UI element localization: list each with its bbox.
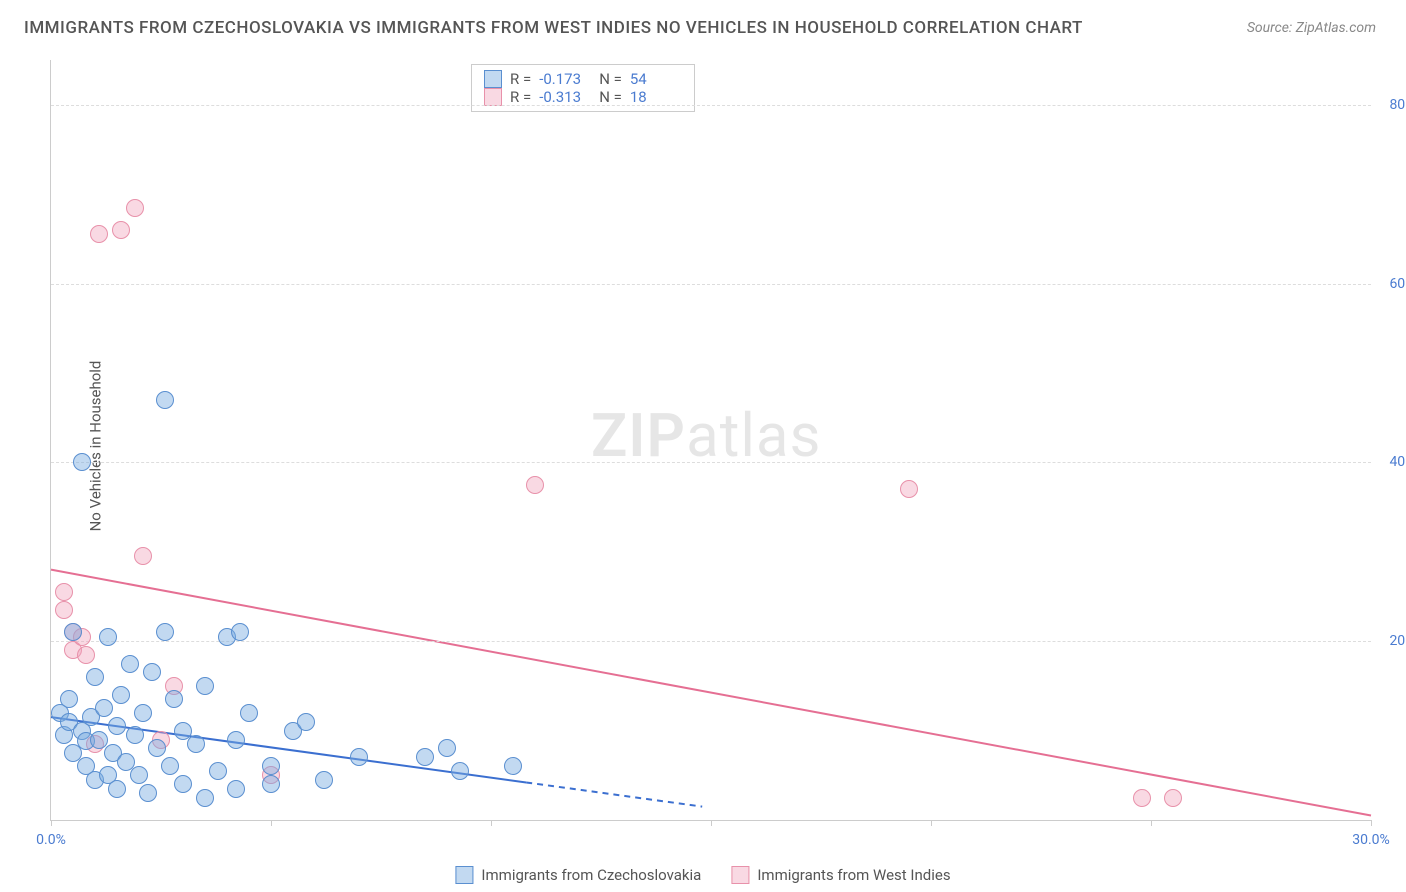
n-label: N = — [599, 88, 622, 106]
scatter-point — [227, 731, 245, 749]
legend-item-pink: Immigrants from West Indies — [731, 866, 950, 884]
scatter-point — [900, 480, 918, 498]
legend-label-blue: Immigrants from Czechoslovakia — [481, 866, 701, 884]
scatter-point — [315, 771, 333, 789]
scatter-point — [156, 623, 174, 641]
legend-swatch-blue — [484, 70, 502, 88]
n-value-blue: 54 — [630, 70, 682, 88]
x-tick-mark — [1371, 820, 1372, 826]
scatter-point — [350, 748, 368, 766]
source-attribution: Source: ZipAtlas.com — [1247, 20, 1376, 36]
x-tick-mark — [51, 820, 52, 826]
scatter-point — [55, 601, 73, 619]
r-value-blue: -0.173 — [539, 70, 591, 88]
scatter-point — [112, 221, 130, 239]
legend-swatch-blue — [455, 866, 473, 884]
r-value-pink: -0.313 — [539, 88, 591, 106]
scatter-point — [95, 699, 113, 717]
x-tick-mark — [491, 820, 492, 826]
legend-row-blue: R = -0.173 N = 54 — [484, 70, 682, 88]
scatter-point — [156, 391, 174, 409]
scatter-point — [64, 623, 82, 641]
n-value-pink: 18 — [630, 88, 682, 106]
scatter-point — [196, 789, 214, 807]
scatter-point — [108, 780, 126, 798]
scatter-point — [526, 476, 544, 494]
scatter-point — [187, 735, 205, 753]
scatter-point — [174, 775, 192, 793]
y-tick-label: 60.0% — [1389, 276, 1406, 292]
scatter-point — [126, 199, 144, 217]
scatter-point — [121, 655, 139, 673]
scatter-point — [134, 704, 152, 722]
chart-plot-area: ZIPatlas R = -0.173 N = 54 R = -0.313 N … — [50, 60, 1371, 821]
scatter-point — [134, 547, 152, 565]
gridline — [51, 462, 1371, 463]
y-tick-label: 80.0% — [1389, 97, 1406, 113]
y-tick-label: 40.0% — [1389, 454, 1406, 470]
scatter-point — [77, 646, 95, 664]
scatter-point — [139, 784, 157, 802]
chart-title: IMMIGRANTS FROM CZECHOSLOVAKIA VS IMMIGR… — [24, 18, 1083, 38]
n-label: N = — [599, 70, 622, 88]
scatter-point — [416, 748, 434, 766]
scatter-point — [148, 739, 166, 757]
legend-swatch-pink — [484, 88, 502, 106]
scatter-point — [130, 766, 148, 784]
x-tick-mark — [711, 820, 712, 826]
scatter-point — [99, 628, 117, 646]
scatter-point — [165, 690, 183, 708]
scatter-point — [73, 453, 91, 471]
scatter-point — [90, 225, 108, 243]
x-tick-mark — [271, 820, 272, 826]
scatter-point — [161, 757, 179, 775]
gridline — [51, 284, 1371, 285]
scatter-point — [262, 775, 280, 793]
scatter-point — [438, 739, 456, 757]
legend-item-blue: Immigrants from Czechoslovakia — [455, 866, 701, 884]
legend-bottom: Immigrants from Czechoslovakia Immigrant… — [455, 866, 950, 884]
scatter-point — [143, 663, 161, 681]
x-tick-label: 30.0% — [1352, 832, 1390, 848]
scatter-point — [126, 726, 144, 744]
scatter-point — [1164, 789, 1182, 807]
scatter-point — [297, 713, 315, 731]
scatter-point — [504, 757, 522, 775]
x-tick-label: 0.0% — [36, 832, 66, 848]
scatter-point — [196, 677, 214, 695]
scatter-point — [240, 704, 258, 722]
legend-row-pink: R = -0.313 N = 18 — [484, 88, 682, 106]
legend-swatch-pink — [731, 866, 749, 884]
scatter-point — [86, 668, 104, 686]
scatter-point — [55, 583, 73, 601]
scatter-point — [108, 717, 126, 735]
gridline — [51, 105, 1371, 106]
y-tick-label: 20.0% — [1389, 633, 1406, 649]
scatter-point — [262, 757, 280, 775]
scatter-point — [209, 762, 227, 780]
legend-label-pink: Immigrants from West Indies — [757, 866, 950, 884]
scatter-point — [227, 780, 245, 798]
r-label: R = — [510, 70, 531, 88]
x-tick-mark — [1151, 820, 1152, 826]
scatter-point — [451, 762, 469, 780]
scatter-point — [112, 686, 130, 704]
scatter-point — [1133, 789, 1151, 807]
scatter-point — [60, 690, 78, 708]
x-tick-mark — [931, 820, 932, 826]
gridline — [51, 641, 1371, 642]
r-label: R = — [510, 88, 531, 106]
scatter-point — [231, 623, 249, 641]
